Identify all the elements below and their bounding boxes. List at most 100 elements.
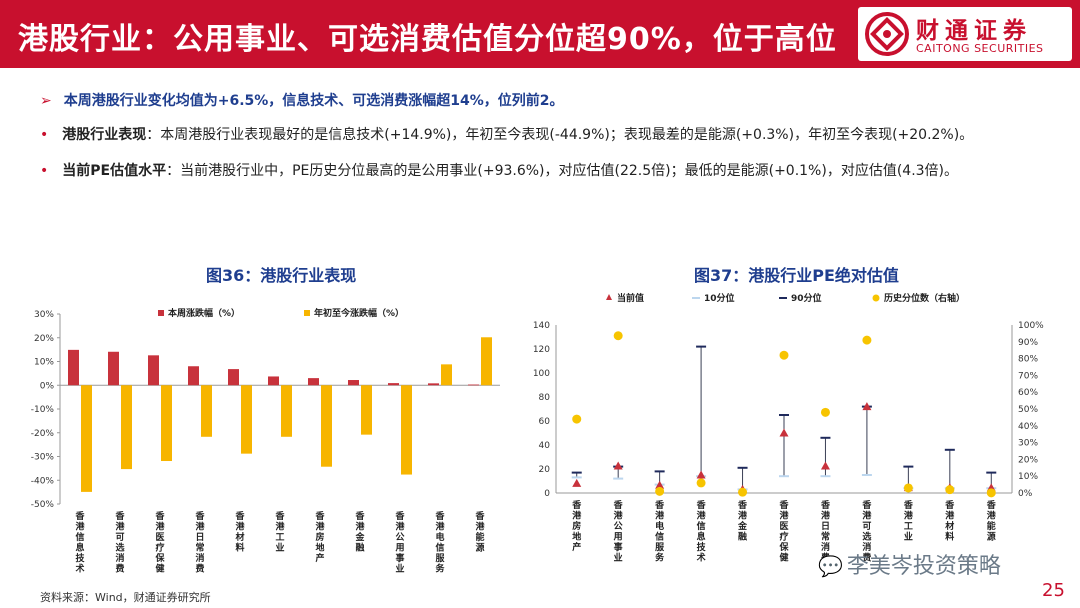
chart36-bar-ytd <box>361 385 372 435</box>
summary-text: 本周港股行业变化均值为+6.5%，信息技术、可选消费涨幅超14%，位列前2。 <box>63 93 564 109</box>
chart36-x-tick-label: 香港工业 <box>274 510 285 554</box>
chart37-percentile-dot <box>903 483 913 493</box>
chart36-legend-label: 本周涨跌幅（%） <box>168 307 240 319</box>
chart36-x-tick-label: 香港能源 <box>474 510 485 554</box>
chart36-x-tick-label: 香港日常消费 <box>194 510 205 575</box>
chart36-bar-ytd <box>481 337 492 386</box>
performance-bullet: • 港股行业表现：本周港股行业表现最好的是信息技术(+14.9%)，年初至今表现(… <box>40 124 973 144</box>
logo-text-cn: 财通证券 <box>916 18 1032 44</box>
chart37-x-tick-label: 香港日常消费 <box>820 499 831 564</box>
chart37-current-marker <box>572 478 582 487</box>
chart37-percentile-dot <box>862 335 872 345</box>
valuation-bullet: • 当前PE估值水平：当前港股行业中，PE历史分位最高的是公用事业(+93.6%)… <box>40 160 958 180</box>
chart36-bar-ytd <box>201 385 212 437</box>
chart37-x-tick-label: 香港医疗保健 <box>778 499 789 564</box>
dot-bullet-icon: • <box>40 127 49 143</box>
chart36-legend-label: 年初至今涨跌幅（%） <box>314 307 404 319</box>
chart37-current-marker <box>696 470 706 479</box>
chart37-percentile-dot <box>738 487 748 497</box>
chart37-percentile-dot <box>986 488 996 498</box>
logo-text-en: CAITONG SECURITIES <box>916 42 1044 55</box>
chart36-industry-performance: 30% 20% 10% 0% -10% -20% -30% -40% -50% 香港信息技术 香港可… <box>31 307 500 575</box>
chart36-bar-ytd <box>401 385 412 475</box>
chart37-legend-swatch <box>872 294 880 302</box>
chart37-right-tick-label: 30% <box>1018 439 1038 449</box>
chart37-right-tick-label: 100% <box>1018 321 1044 331</box>
performance-label: 港股行业表现 <box>62 127 147 143</box>
summary-bullet: ➢ 本周港股行业变化均值为+6.5%，信息技术、可选消费涨幅超14%，位列前2。 <box>40 90 564 110</box>
chart37-legend-label: 历史分位数（右轴） <box>884 292 965 304</box>
chart36-bar-ytd <box>281 385 292 437</box>
chart36-x-tick-label: 香港房地产 <box>314 510 325 564</box>
chart37-current-marker <box>613 461 623 470</box>
chart37-x-tick-label: 香港房地产 <box>571 499 582 553</box>
chart36-bar-ytd <box>321 385 332 467</box>
chart37-left-tick-label: 80 <box>539 393 551 403</box>
chart37-right-tick-label: 50% <box>1018 405 1038 415</box>
chart37-left-tick-label: 40 <box>539 441 551 451</box>
chart36-bar-weekly <box>188 366 199 386</box>
chart36-y-tick-label: 20% <box>34 334 54 344</box>
chart36-x-tick-label: 香港电信服务 <box>434 510 445 575</box>
chart37-right-tick-label: 40% <box>1018 422 1038 432</box>
chart37-legend-swatch <box>606 294 612 300</box>
chart37-x-tick-label: 香港信息技术 <box>696 499 707 564</box>
chart37-left-tick-label: 140 <box>533 321 550 331</box>
chart36-bar-weekly <box>108 351 119 386</box>
chart37-x-tick-label: 香港材料 <box>944 499 955 543</box>
page-number: 25 <box>1042 580 1065 601</box>
chart36-legend-swatch <box>304 310 310 316</box>
chart37-current-marker <box>655 480 665 489</box>
chart36-y-tick-label: 10% <box>34 358 54 368</box>
watermark-text: 李美岑投资策略 <box>846 554 1001 579</box>
chart36-x-tick-label: 香港公用事业 <box>394 510 405 575</box>
chart36-title: 图36：港股行业表现 <box>206 266 357 285</box>
chart37-right-tick-label: 10% <box>1018 472 1038 482</box>
chart37-right-tick-label: 90% <box>1018 338 1038 348</box>
chart36-y-tick-label: 30% <box>34 310 54 320</box>
chart36-bar-ytd <box>81 385 92 492</box>
chart37-legend-label: 90分位 <box>791 292 822 304</box>
chart37-x-tick-label: 香港电信服务 <box>654 499 665 564</box>
chart36-x-tick-label: 香港医疗保健 <box>154 510 165 575</box>
chart37-percentile-dot <box>613 331 623 341</box>
chart37-right-tick-label: 80% <box>1018 355 1038 365</box>
logo-mark-icon <box>865 12 909 56</box>
chart37-right-tick-label: 70% <box>1018 371 1038 381</box>
chart36-y-tick-label: -40% <box>31 476 55 486</box>
dot-bullet-icon: • <box>40 163 49 179</box>
valuation-label: 当前PE估值水平 <box>62 163 167 179</box>
performance-text: ：本周港股行业表现最好的是信息技术(+14.9%)，年初至今表现(-44.9%)… <box>146 127 974 143</box>
chart36-legend-swatch <box>158 310 164 316</box>
chart36-bar-weekly <box>428 383 439 386</box>
chart37-current-marker <box>779 428 789 437</box>
caitong-logo: 财通证券 CAITONG SECURITIES <box>858 7 1072 61</box>
chart36-bar-weekly <box>468 384 479 386</box>
chat-bubble-icon: 💬 <box>818 554 843 578</box>
chart37-title: 图37：港股行业PE绝对估值 <box>694 266 899 285</box>
chart36-bar-weekly <box>228 369 239 386</box>
chart37-percentile-dot <box>655 486 665 496</box>
chart37-x-tick-label: 香港工业 <box>903 499 914 543</box>
chart37-x-tick-label: 香港公用事业 <box>613 499 624 564</box>
chart37-left-tick-label: 0 <box>544 489 550 499</box>
chart36-bar-weekly <box>348 380 359 386</box>
chart37-left-tick-label: 100 <box>533 369 550 379</box>
chart37-percentile-dot <box>779 350 789 360</box>
chart37-left-tick-label: 60 <box>539 417 551 427</box>
chart37-right-tick-label: 0% <box>1018 489 1033 499</box>
chart36-bar-weekly <box>268 376 279 386</box>
chart37-legend-label: 10分位 <box>704 292 735 304</box>
chart36-bar-weekly <box>308 378 319 386</box>
watermark: 💬 李美岑投资策略 <box>818 548 1001 580</box>
chart37-current-marker <box>862 402 872 411</box>
chart37-x-tick-label: 香港能源 <box>986 499 997 543</box>
chart36-bar-ytd <box>161 385 172 462</box>
page-header: 港股行业：公用事业、可选消费估值分位超90%，位于高位 财通证券 CAITONG… <box>0 0 1080 68</box>
chart37-percentile-dot <box>696 478 706 488</box>
valuation-text: ：当前港股行业中，PE历史分位最高的是公用事业(+93.6%)，对应估值(22.… <box>166 163 959 179</box>
arrow-bullet-icon: ➢ <box>40 93 52 109</box>
chart37-left-tick-label: 120 <box>533 345 550 355</box>
chart36-y-tick-label: 0% <box>40 381 55 391</box>
